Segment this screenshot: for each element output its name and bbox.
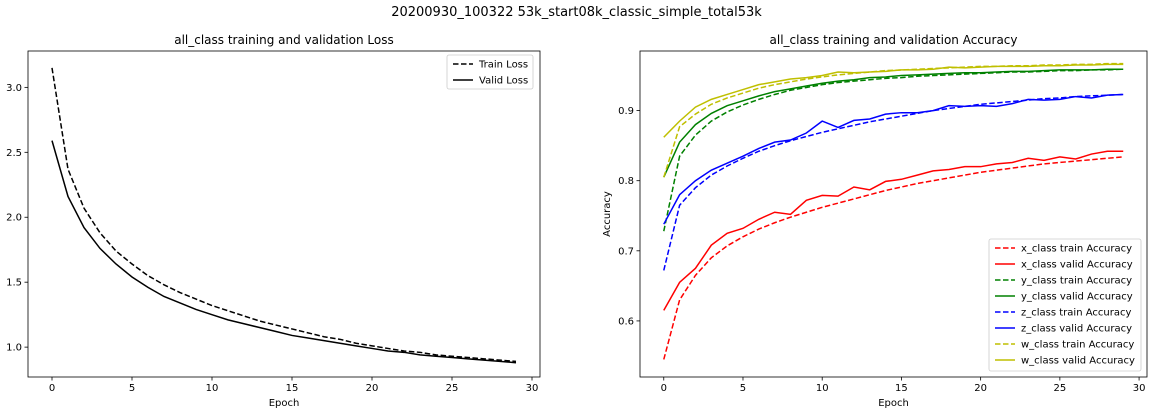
series-line-x-class-train-accuracy xyxy=(663,156,1124,360)
x-tick-label: 10 xyxy=(206,383,219,394)
series-line-y-class-valid-accuracy xyxy=(663,68,1124,178)
y-tick-label: 3.0 xyxy=(6,83,22,94)
y-tick-label: 1.5 xyxy=(6,278,22,289)
x-tick-label: 0 xyxy=(49,383,55,394)
x-tick-label: 20 xyxy=(974,383,987,394)
series-line-z-class-train-accuracy xyxy=(663,93,1124,271)
x-tick-label: 15 xyxy=(286,383,299,394)
y-axis-label: Accuracy xyxy=(602,191,613,237)
series-line-valid-loss xyxy=(51,140,517,364)
legend-label-train-loss: Train Loss xyxy=(478,60,528,71)
x-tick-label: 5 xyxy=(129,383,135,394)
y-tick-label: 0.6 xyxy=(618,316,634,327)
legend-label-x-class-train-accuracy: x_class train Accuracy xyxy=(1021,244,1132,255)
loss-chart: all_class training and validation Loss 0 5… xyxy=(6,33,541,409)
accuracy-chart: all_class training and validation Accura… xyxy=(602,33,1148,409)
legend-label-w-class-train-accuracy: w_class train Accuracy xyxy=(1021,340,1134,351)
legend-label-y-class-train-accuracy: y_class train Accuracy xyxy=(1021,276,1132,287)
legend: Train Loss Valid Loss xyxy=(446,54,534,90)
series-line-z-class-valid-accuracy xyxy=(663,93,1124,225)
legend-label-z-class-train-accuracy: z_class train Accuracy xyxy=(1021,308,1131,319)
y-tick-label: 2.5 xyxy=(6,148,22,159)
y-tick-label: 2.0 xyxy=(6,213,22,224)
legend-label-y-class-valid-accuracy: y_class valid Accuracy xyxy=(1021,292,1133,303)
legend: x_class train Accuracy x_class valid Accu… xyxy=(988,238,1142,372)
series-line-w-class-train-accuracy xyxy=(663,62,1124,178)
y-tick-label: 1.0 xyxy=(6,343,22,354)
plot-frame xyxy=(639,50,1148,378)
legend-label-w-class-valid-accuracy: w_class valid Accuracy xyxy=(1021,356,1135,367)
x-tick-label: 25 xyxy=(446,383,459,394)
x-tick-label: 20 xyxy=(366,383,379,394)
x-tick-label: 5 xyxy=(740,383,746,394)
figure-title: 20200930_100322 53k_start08k_classic_sim… xyxy=(391,5,762,20)
series-line-train-loss xyxy=(51,67,517,363)
y-tick-label: 0.8 xyxy=(618,176,634,187)
y-tick-label: 0.9 xyxy=(618,106,634,117)
x-tick-label: 30 xyxy=(1133,383,1146,394)
x-tick-label: 30 xyxy=(526,383,539,394)
x-tick-label: 15 xyxy=(895,383,908,394)
x-axis-label: Epoch xyxy=(878,398,909,409)
legend-label-z-class-valid-accuracy: z_class valid Accuracy xyxy=(1021,324,1132,335)
series-line-w-class-valid-accuracy xyxy=(663,63,1124,138)
x-tick-label: 0 xyxy=(661,383,667,394)
legend-label-x-class-valid-accuracy: x_class valid Accuracy xyxy=(1021,260,1133,271)
chart-title: all_class training and validation Accura… xyxy=(770,33,1018,47)
legend-label-valid-loss: Valid Loss xyxy=(479,76,528,87)
y-tick-label: 0.7 xyxy=(618,246,634,257)
chart-title: all_class training and validation Loss xyxy=(174,33,394,47)
x-axis-label: Epoch xyxy=(269,398,300,409)
plot-frame xyxy=(27,50,541,378)
series-line-x-class-valid-accuracy xyxy=(663,150,1124,311)
x-tick-label: 25 xyxy=(1053,383,1066,394)
legend-box xyxy=(988,238,1142,372)
x-tick-label: 10 xyxy=(816,383,829,394)
